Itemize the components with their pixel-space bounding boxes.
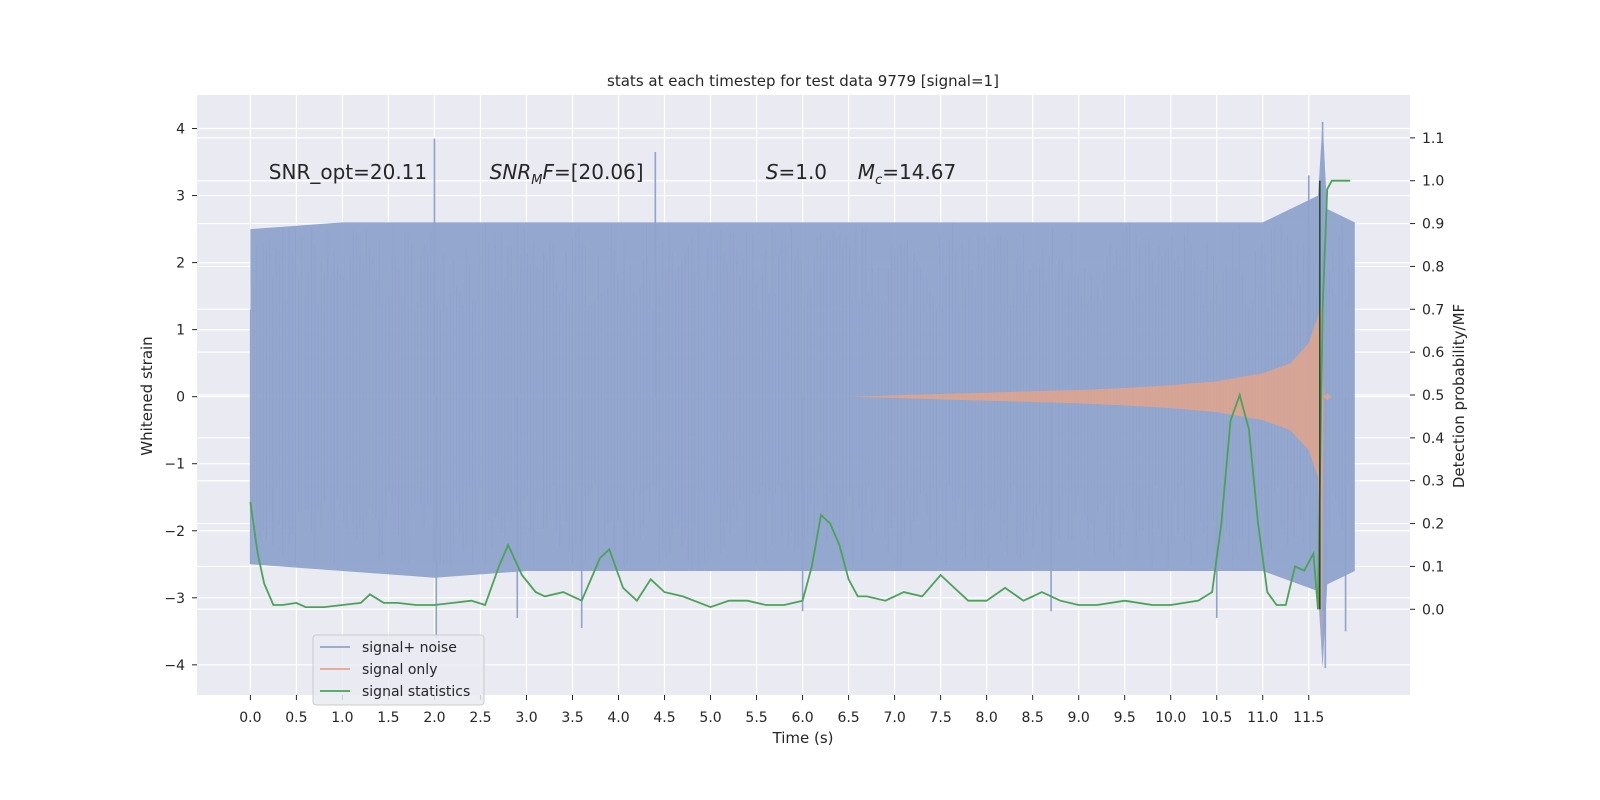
- x-tick-label: 1.5: [377, 710, 399, 726]
- x-tick-label: 7.5: [929, 710, 951, 726]
- x-tick-label: 0.0: [239, 710, 261, 726]
- x-tick-label: 5.5: [745, 710, 767, 726]
- statistics-line: [249, 179, 1351, 610]
- annotation-2: S=1.0: [766, 160, 827, 184]
- x-tick-label: 9.5: [1114, 710, 1136, 726]
- y-tick-label: 2: [176, 256, 185, 272]
- y-axis-label-right: Detection probability/MF: [1450, 304, 1468, 488]
- legend-label-signal-noise: signal+ noise: [362, 640, 457, 656]
- x-tick-label: 4.5: [653, 710, 675, 726]
- x-tick-label: 0.5: [285, 710, 307, 726]
- x-tick-label: 6.0: [791, 710, 813, 726]
- y-axis-right: 0.0 0.1 0.2 0.3 0.4 0.5 0.6 0.7 0.8 0.9 1.0 1.1: [1410, 131, 1444, 618]
- y-right-tick-label: 0.6: [1422, 345, 1444, 361]
- x-axis-label: Time (s): [772, 729, 834, 747]
- x-tick-label: 11.5: [1293, 710, 1324, 726]
- chart-title: stats at each timestep for test data 977…: [607, 72, 999, 90]
- y-tick-label: 1: [176, 323, 185, 339]
- x-tick-label: 2.5: [469, 710, 491, 726]
- legend-label-signal-only: signal only: [362, 662, 437, 678]
- annotation-0: SNR_opt=20.11: [269, 160, 427, 184]
- x-tick-label: 4.0: [607, 710, 629, 726]
- x-axis: 0.0 0.5 1.0 1.5 2.0 2.5 3.0 3.5 4.0 4.5 5.0 5.5 6.0 6…: [239, 695, 1324, 726]
- y-axis-left: −4 −3 −2 −1 0 1 2 3 4: [164, 122, 197, 674]
- y-tick-label: 4: [176, 122, 185, 138]
- y-right-tick-label: 0.5: [1422, 388, 1444, 404]
- annotations: SNR_opt=20.11 SNRMF=[20.06] S=1.0 Mc=14.67: [269, 160, 956, 188]
- y-right-tick-label: 0.2: [1422, 517, 1444, 533]
- x-tick-label: 3.0: [515, 710, 537, 726]
- x-tick-label: 11.0: [1247, 710, 1278, 726]
- x-tick-label: 1.0: [331, 710, 353, 726]
- x-tick-label: 7.0: [883, 710, 905, 726]
- y-right-tick-label: 0.9: [1422, 217, 1444, 233]
- y-right-tick-label: 0.8: [1422, 259, 1444, 275]
- y-tick-label: −2: [164, 524, 185, 540]
- x-tick-label: 9.0: [1068, 710, 1090, 726]
- y-right-tick-label: 0.3: [1422, 474, 1444, 490]
- y-right-tick-label: 1.1: [1422, 131, 1444, 147]
- series-signal-only: [848, 302, 1332, 652]
- y-right-tick-label: 0.1: [1422, 559, 1444, 575]
- x-tick-label: 6.5: [837, 710, 859, 726]
- y-tick-label: −3: [164, 591, 185, 607]
- y-tick-label: −1: [164, 457, 185, 473]
- legend-box: [312, 634, 485, 706]
- series-signal-statistics: [249, 179, 1351, 610]
- legend-label-signal-statistics: signal statistics: [362, 684, 470, 700]
- y-axis-label-left: Whitened strain: [138, 336, 156, 455]
- annotation-1: SNRMF=[20.06]: [490, 160, 644, 188]
- y-tick-label: 0: [176, 390, 185, 406]
- x-tick-label: 8.5: [1022, 710, 1044, 726]
- x-tick-label: 2.0: [423, 710, 445, 726]
- annotation-3: Mc=14.67: [858, 160, 956, 188]
- y-tick-label: −4: [164, 658, 185, 674]
- signal-envelope: [848, 302, 1332, 652]
- legend: signal+ noise signal only signal statist…: [312, 634, 485, 706]
- series-signal-noise: [249, 121, 1355, 669]
- y-tick-label: 3: [176, 189, 185, 205]
- noise-envelope: [250, 121, 1355, 669]
- y-right-tick-label: 0.4: [1422, 431, 1444, 447]
- y-right-tick-label: 0.7: [1422, 302, 1444, 318]
- y-right-tick-label: 0.0: [1422, 602, 1444, 618]
- x-tick-label: 10.5: [1201, 710, 1232, 726]
- x-tick-label: 3.5: [561, 710, 583, 726]
- x-tick-label: 8.0: [976, 710, 998, 726]
- x-tick-label: 10.0: [1155, 710, 1186, 726]
- y-right-tick-label: 1.0: [1422, 174, 1444, 190]
- x-tick-label: 5.0: [699, 710, 721, 726]
